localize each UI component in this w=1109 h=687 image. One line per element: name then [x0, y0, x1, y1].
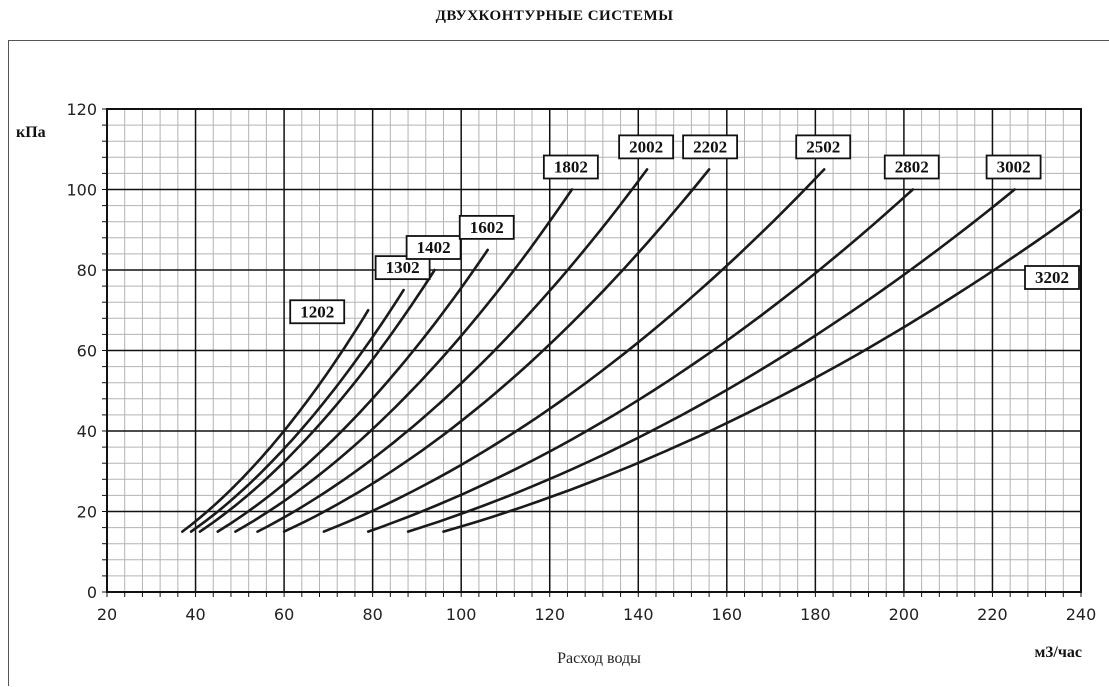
series-line-2202: [282, 168, 711, 533]
x-tick-label: 80: [362, 605, 382, 624]
x-tick-label: 240: [1066, 605, 1097, 624]
series-label-2502: 2502: [795, 134, 852, 160]
chart-frame: 20 40 60 80 100 120 140 160 180 200 220 240 0 20 40 60…: [8, 40, 1109, 686]
series-label-1402: 1402: [405, 235, 462, 260]
minor-ticks: [102, 108, 1082, 597]
series-label-2002: 2002: [618, 134, 675, 160]
series-label-text: 3202: [1035, 268, 1069, 287]
series-label-box: [618, 134, 675, 160]
x-tick-label: 20: [97, 605, 117, 624]
y-tick-label: 80: [77, 261, 97, 280]
series-label-1202: 1202: [289, 299, 346, 325]
x-tick-label: 180: [800, 605, 831, 624]
series-label-box: [458, 214, 515, 240]
series-label-box: [405, 235, 462, 260]
x-tick-label: 140: [623, 605, 654, 624]
series-label-text: 1202: [300, 302, 334, 321]
series-label-1302: 1302: [374, 255, 431, 281]
series-line-2502: [322, 168, 826, 533]
x-tick-label: 120: [534, 605, 565, 624]
x-tick-label: 200: [889, 605, 920, 624]
series-line-3202: [442, 208, 1083, 533]
y-tick-label: 120: [66, 100, 97, 119]
y-tick-label: 20: [77, 503, 97, 522]
series-label-text: 1602: [470, 218, 504, 237]
series-label-2202: 2202: [682, 134, 739, 160]
x-tick-label: 220: [977, 605, 1008, 624]
series-label-box: [289, 299, 346, 325]
series-label-text: 2202: [693, 137, 727, 156]
series-label-box: [883, 154, 940, 180]
series-label-box: [1024, 265, 1080, 290]
x-tick-label: 40: [185, 605, 205, 624]
x-unit-label: м3/час: [1035, 644, 1082, 661]
y-tick-label: 40: [77, 422, 97, 441]
series-label-text: 3002: [997, 158, 1031, 177]
series-label-box: [374, 255, 431, 281]
series-label-text: 1402: [417, 238, 451, 257]
y-tick-label: 60: [77, 342, 97, 361]
series-label-box: [682, 134, 739, 160]
y-unit-label: кПа: [16, 124, 46, 141]
series-line-1302: [189, 288, 405, 533]
major-grid: [106, 108, 1082, 593]
series-line-1602: [216, 248, 489, 533]
series-label-3202: 3202: [1024, 265, 1080, 290]
y-tick-label: 100: [66, 181, 97, 200]
series-line-2002: [256, 168, 649, 533]
x-axis-ticks: 20 40 60 80 100 120 140 160 180 200 220 240: [97, 605, 1096, 624]
x-tick-label: 60: [274, 605, 294, 624]
x-tick-label: 160: [712, 605, 743, 624]
series-label-text: 1802: [554, 158, 588, 177]
series-line-2802: [366, 188, 915, 533]
series-label-1802: 1802: [542, 154, 599, 180]
series-label-2802: 2802: [883, 154, 940, 180]
series-label-box: [985, 154, 1042, 180]
series-label-box: [542, 154, 599, 180]
series-label-box: [795, 134, 852, 160]
series-label-text: 2002: [629, 137, 663, 156]
series-line-1802: [234, 188, 574, 533]
series-label-1602: 1602: [458, 214, 515, 240]
series-label-text: 2502: [806, 137, 840, 156]
series-line-3002: [406, 188, 1016, 533]
chart-title: ДВУХКОНТУРНЫЕ СИСТЕМЫ: [435, 8, 674, 24]
chart-plot: 20 40 60 80 100 120 140 160 180 200 220 240 0204060…: [16, 100, 1096, 667]
series-label-3002: 3002: [985, 154, 1042, 180]
series-line-1402: [198, 268, 436, 533]
x-tick-label: 100: [446, 605, 477, 624]
series-lines: [181, 168, 1083, 533]
series-label-text: 1302: [386, 258, 420, 277]
series-line-1202: [181, 308, 370, 533]
x-axis-label: Расход воды: [557, 650, 641, 667]
y-axis-ticks: 0 20 40 60 80 100 120: [66, 100, 97, 602]
y-tick-label: 0: [87, 583, 97, 602]
series-label-text: 2802: [895, 158, 929, 177]
